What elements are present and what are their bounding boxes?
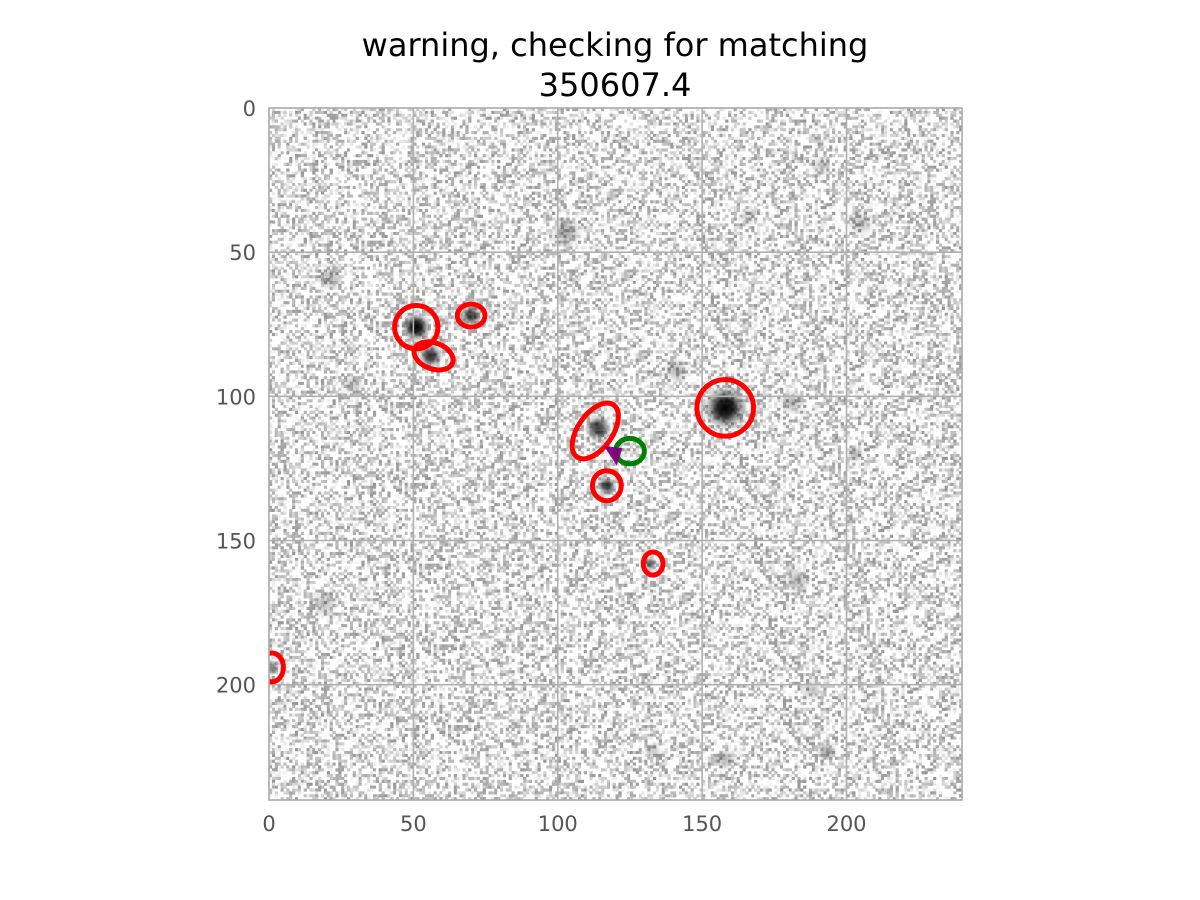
source-blob: [737, 206, 760, 229]
source-blob: [662, 356, 690, 384]
source-blob: [316, 264, 344, 292]
source-blob: [340, 372, 365, 397]
source-blob: [845, 444, 865, 464]
chart-subtitle: 350607.4: [539, 66, 692, 104]
x-tick-label: 100: [538, 812, 578, 836]
plot-area: [260, 108, 962, 800]
y-tick-label: 200: [216, 674, 256, 698]
source-blob: [783, 567, 811, 595]
y-tick-label: 150: [216, 530, 256, 554]
source-blob: [643, 741, 663, 761]
source-blob: [778, 388, 806, 416]
y-axis-ticks: 0 50 100 150 200: [216, 97, 256, 698]
source-blob: [550, 215, 583, 248]
source-blob: [808, 153, 833, 178]
x-axis-ticks: 0 50 100 150 200: [262, 812, 866, 836]
source-blob: [799, 678, 824, 703]
y-tick-label: 100: [216, 385, 256, 409]
source-blob: [309, 589, 339, 619]
source-blob: [713, 747, 738, 772]
x-tick-label: 200: [826, 812, 866, 836]
chart-title: warning, checking for matching: [362, 26, 869, 64]
source-blob: [401, 312, 431, 342]
source-blob: [815, 740, 838, 763]
x-tick-label: 0: [262, 812, 275, 836]
y-tick-label: 0: [243, 97, 256, 121]
source-blob: [597, 476, 617, 496]
source-blob: [846, 208, 876, 238]
x-tick-label: 50: [400, 812, 427, 836]
x-tick-label: 150: [682, 812, 722, 836]
source-blob: [584, 414, 612, 442]
source-blob: [263, 658, 281, 676]
y-tick-label: 50: [229, 241, 256, 265]
source-blob: [702, 385, 748, 431]
